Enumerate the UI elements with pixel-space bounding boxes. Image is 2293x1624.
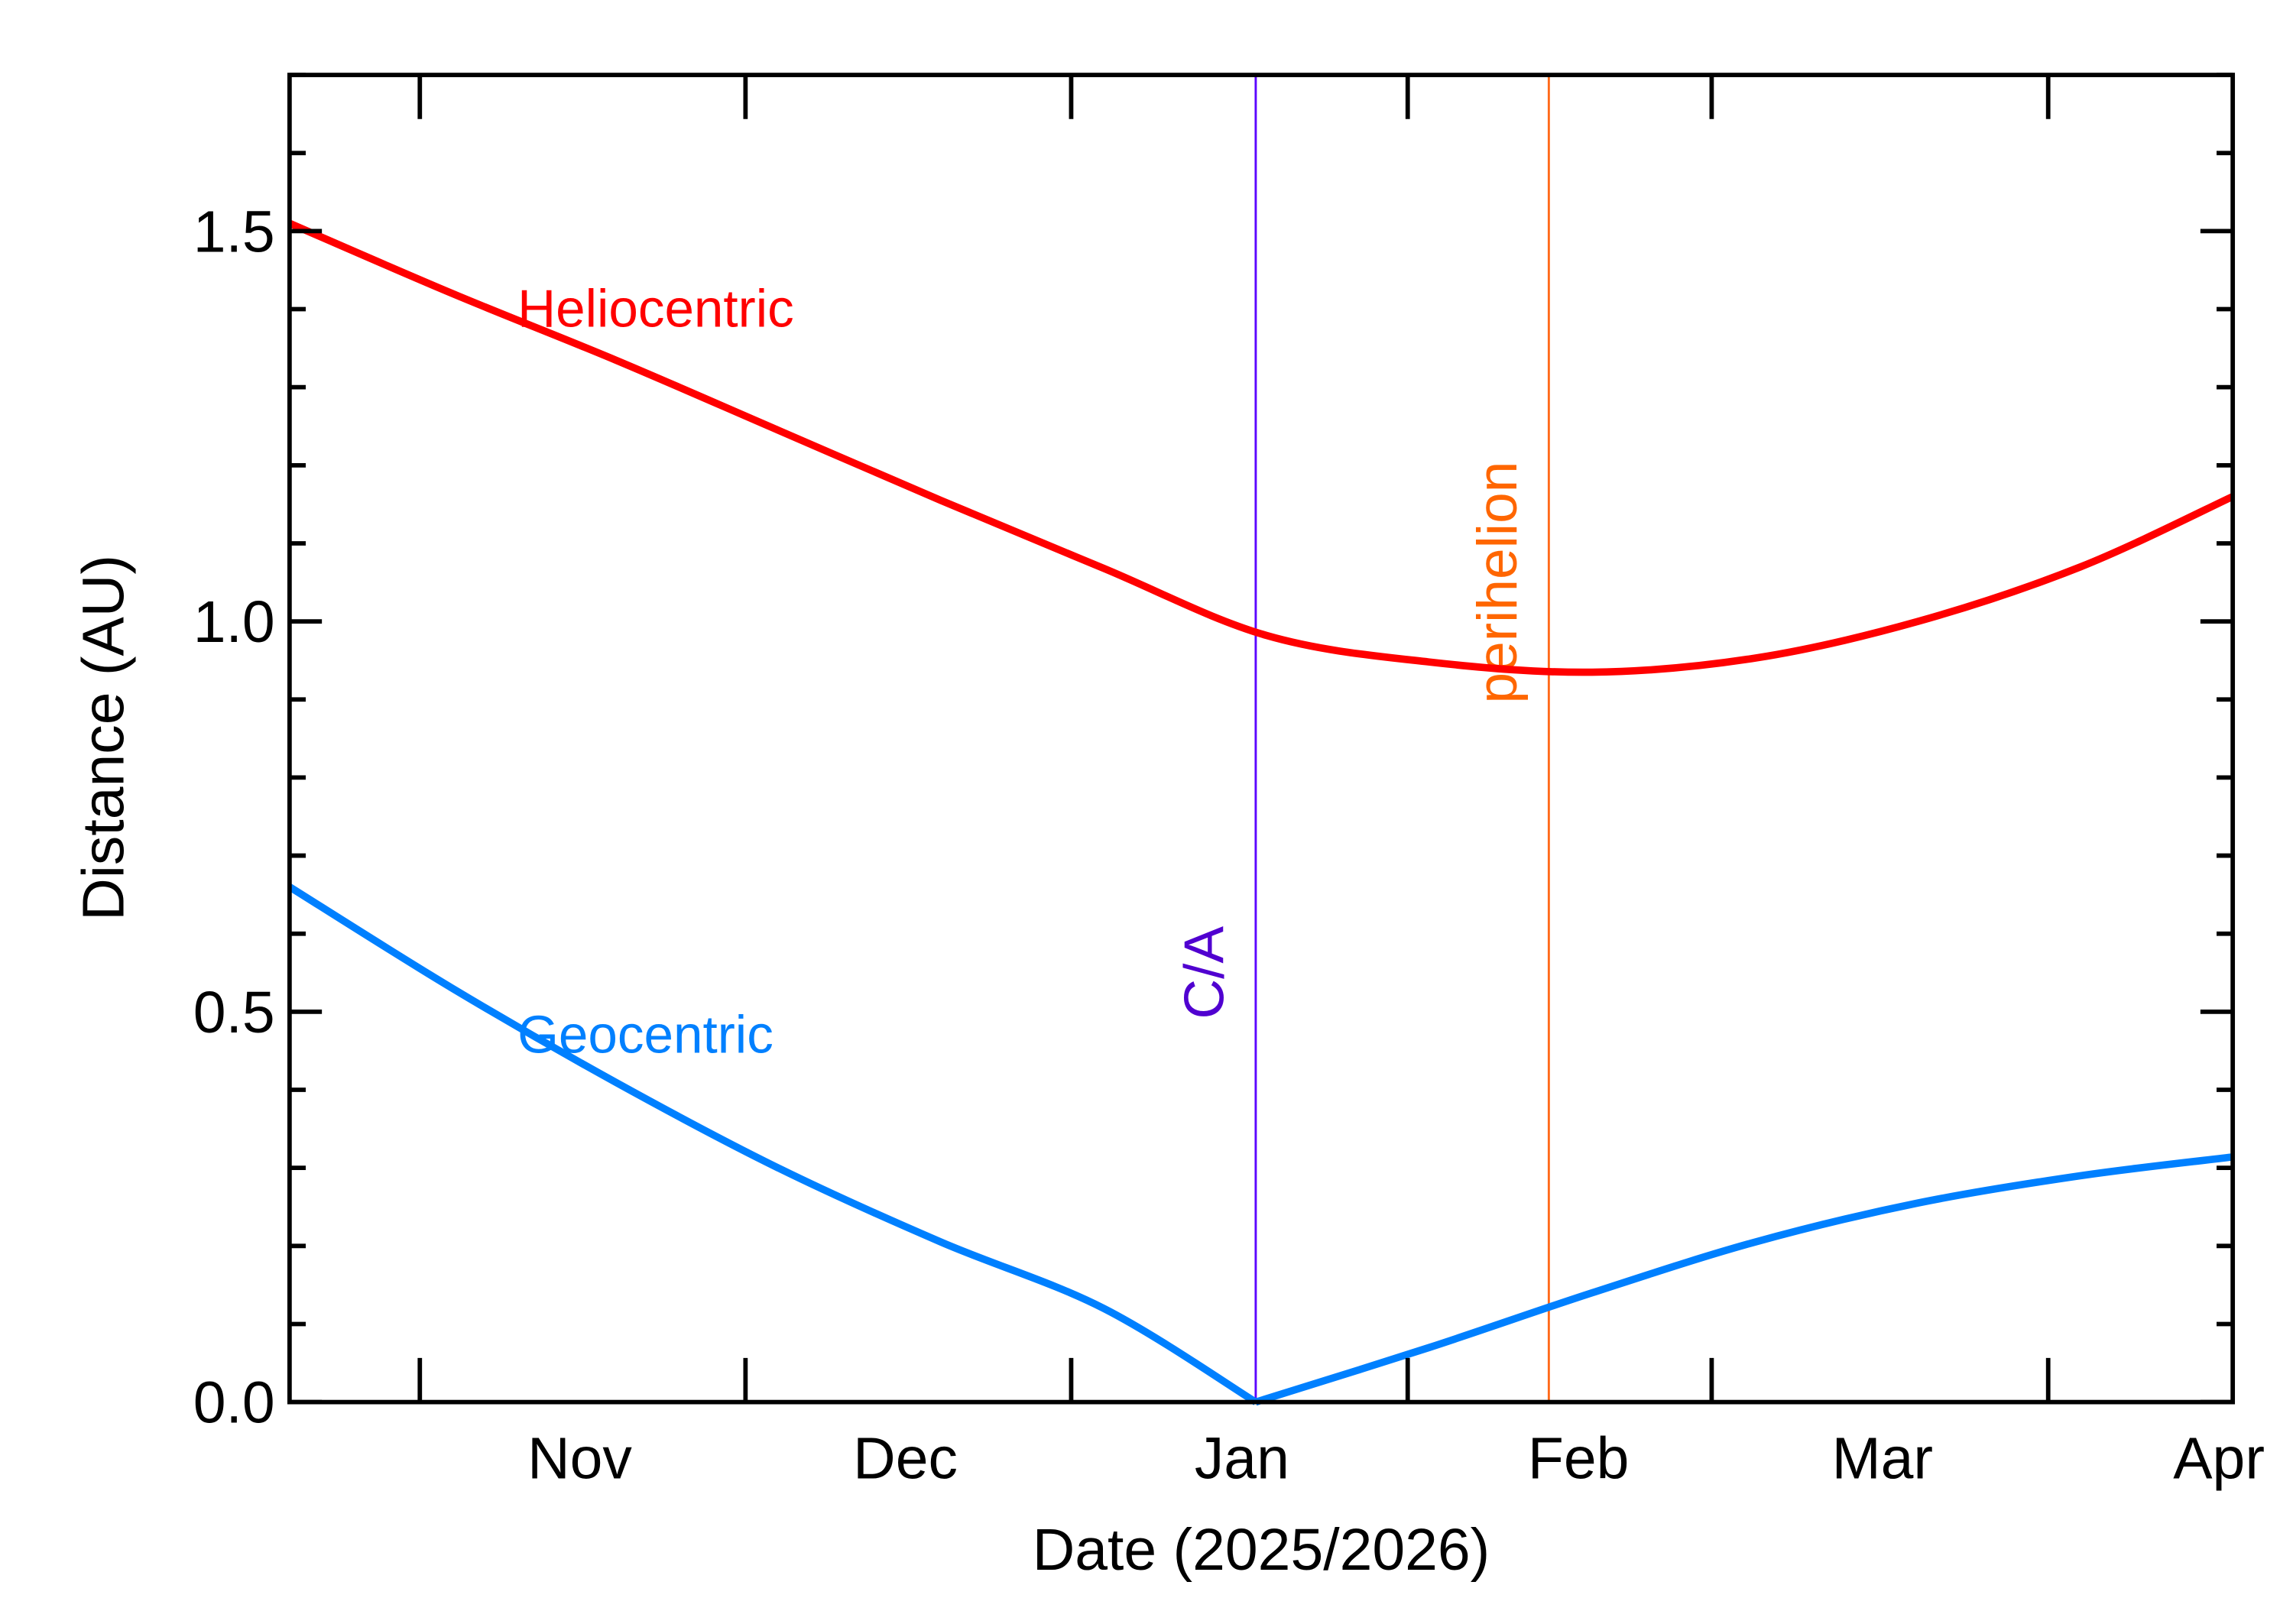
series-label-geocentric: Geocentric [517,1005,774,1065]
tick-layer: 0.0 0.5 1.0 1.5 Nov Dec Jan Feb Mar Apr [193,73,2265,1492]
y-tick-label: 1.0 [193,589,275,655]
x-tick-label: Dec [853,1426,958,1492]
series-label-heliocentric: Heliocentric [517,279,794,339]
y-tick-label: 0.0 [193,1370,275,1436]
series-line-heliocentric [287,219,2235,676]
y-axis-label: Distance (AU) [71,555,137,921]
x-tick-label: Apr [2173,1426,2265,1492]
x-tick-label: Mar [1832,1426,1933,1492]
annotation-layer: C/A perihelion [1174,75,1550,1402]
series-layer: Heliocentric Geocentric [287,219,2235,1406]
series-line-geocentric [287,883,2233,1406]
x-axis-label: Date (2025/2026) [1033,1517,1490,1583]
y-tick-label: 0.5 [193,980,275,1045]
x-tick-label: Nov [527,1426,632,1492]
annotation-label: C/A [1174,926,1236,1019]
annotation-label: perihelion [1467,462,1529,704]
y-tick-label: 1.5 [193,199,275,264]
x-tick-label: Feb [1528,1426,1630,1492]
plot-frame [287,73,2236,1405]
x-tick-label: Jan [1195,1426,1289,1492]
